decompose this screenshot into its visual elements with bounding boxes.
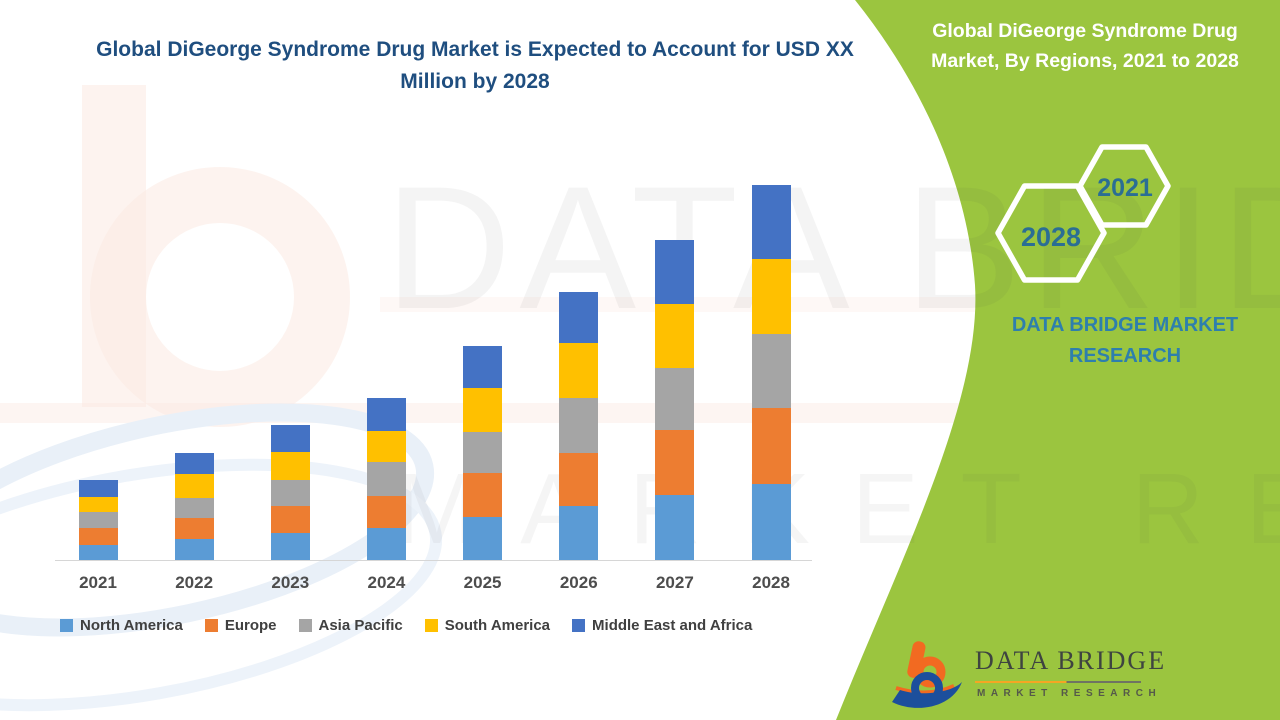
stacked-bar-2022 — [174, 453, 214, 560]
footer-logo-name: DATA BRIDGE — [975, 646, 1167, 675]
bar-segment-europe-2022 — [174, 518, 214, 539]
logo-orange-swoosh — [895, 684, 955, 695]
stacked-bar-2023 — [270, 425, 310, 560]
legend-swatch-icon — [298, 619, 312, 632]
footer-logo-subtitle: MARKET RESEARCH — [977, 688, 1162, 699]
bar-segment-asia-pacific-2028 — [751, 334, 791, 408]
bar-segment-europe-2025 — [463, 473, 503, 517]
bar-segment-north-america-2024 — [366, 528, 406, 560]
hexagon-2021 — [1077, 144, 1171, 228]
x-axis-label-2023: 2023 — [271, 573, 310, 592]
side-panel-title: Global DiGeorge Syndrome Drug Market, By… — [931, 20, 1239, 73]
hexagon-2021-label: 2021 — [1097, 174, 1153, 202]
bar-segment-europe-2027 — [655, 430, 695, 495]
hexagon-2028 — [995, 183, 1107, 283]
bar-segment-south-america-2021 — [78, 497, 118, 512]
footer-logo-rule — [975, 681, 1141, 683]
bar-segment-europe-2021 — [78, 528, 118, 545]
x-axis-label-2021: 2021 — [79, 573, 117, 592]
text-watermark-line2: MARKET RESEARCH — [395, 453, 1280, 565]
text-watermark-line1: DATA BRIDGE — [385, 151, 1280, 346]
bar-segment-middle-east-and-africa-2023 — [270, 425, 310, 452]
legend-item-south-america: South America — [424, 617, 551, 634]
stacked-bar-2024 — [366, 398, 406, 560]
stacked-bar-2028 — [751, 185, 791, 560]
stacked-bar-2025 — [463, 346, 503, 560]
legend-swatch-icon — [424, 619, 438, 632]
hexagon-2028-label: 2028 — [1020, 222, 1082, 252]
brand-text-line1: DATA BRIDGE MARKET — [1011, 314, 1239, 336]
watermark-b-bowl — [90, 167, 350, 427]
bar-segment-south-america-2026 — [559, 343, 599, 398]
bar-segment-south-america-2023 — [270, 452, 310, 480]
legend-label: Europe — [224, 617, 277, 634]
bar-segment-north-america-2025 — [463, 517, 503, 560]
legend-item-asia-pacific: Asia Pacific — [298, 617, 403, 634]
bar-segment-asia-pacific-2022 — [174, 498, 214, 518]
x-axis-line — [55, 560, 812, 561]
watermark-blue-arc-1 — [0, 403, 435, 637]
bar-segment-north-america-2026 — [559, 506, 599, 560]
bar-segment-middle-east-and-africa-2022 — [174, 453, 214, 474]
legend-swatch-icon — [60, 619, 73, 632]
bar-segment-middle-east-and-africa-2028 — [751, 185, 791, 259]
bar-segment-asia-pacific-2021 — [78, 512, 118, 528]
bar-segment-middle-east-and-africa-2026 — [559, 292, 599, 343]
logo-blue-swoosh — [892, 682, 962, 708]
chart-title: Global DiGeorge Syndrome Drug Market is … — [96, 38, 854, 93]
bar-segment-north-america-2022 — [174, 539, 214, 560]
legend-item-north-america: North America — [60, 617, 183, 634]
bar-segment-europe-2028 — [751, 408, 791, 484]
logo-mark — [892, 641, 962, 708]
bar-segment-middle-east-and-africa-2025 — [463, 346, 503, 388]
bar-segment-north-america-2023 — [270, 533, 310, 560]
stacked-bar-2027 — [655, 240, 695, 560]
legend-label: North America — [80, 617, 183, 634]
bar-segment-asia-pacific-2027 — [655, 368, 695, 430]
watermark-blue-arc-2 — [0, 458, 443, 712]
bar-segment-asia-pacific-2026 — [559, 398, 599, 453]
bar-segment-europe-2023 — [270, 506, 310, 533]
bar-segment-north-america-2021 — [78, 545, 118, 560]
x-axis-label-2028: 2028 — [752, 573, 790, 592]
stacked-bar-2021 — [78, 480, 118, 560]
green-panel-path — [836, 0, 1280, 720]
bar-segment-middle-east-and-africa-2027 — [655, 240, 695, 304]
bar-segment-asia-pacific-2023 — [270, 480, 310, 506]
bar-segment-south-america-2028 — [751, 259, 791, 334]
x-axis-label-2025: 2025 — [463, 573, 502, 592]
bar-segment-asia-pacific-2024 — [366, 462, 406, 496]
bar-segment-south-america-2027 — [655, 304, 695, 368]
bar-segment-south-america-2022 — [174, 474, 214, 498]
x-axis-label-2027: 2027 — [655, 573, 694, 592]
x-axis-label-2026: 2026 — [559, 573, 598, 592]
x-axis-label-2022: 2022 — [175, 573, 214, 592]
legend-swatch-icon — [204, 619, 218, 632]
logo-b-bowl — [914, 656, 946, 688]
bar-segment-north-america-2027 — [655, 495, 695, 560]
bar-segment-middle-east-and-africa-2024 — [366, 398, 406, 431]
chart-legend: North America Europe Asia Pacific South Ame… — [60, 617, 752, 634]
stacked-bar-2026 — [559, 292, 599, 560]
bar-segment-europe-2026 — [559, 453, 599, 506]
bar-segment-europe-2024 — [366, 496, 406, 528]
legend-label: Asia Pacific — [318, 617, 403, 634]
legend-swatch-icon — [572, 619, 586, 632]
brand-text-line2: RESEARCH — [1068, 345, 1182, 367]
x-axis-label-2024: 2024 — [367, 573, 406, 592]
bar-segment-south-america-2024 — [366, 431, 406, 462]
legend-item-middle-east-and-africa: Middle East and Africa — [572, 617, 752, 634]
legend-label: South America — [444, 617, 551, 634]
bar-segment-asia-pacific-2025 — [463, 432, 503, 473]
bar-segment-middle-east-and-africa-2021 — [78, 480, 118, 497]
bar-segment-south-america-2025 — [463, 388, 503, 432]
legend-item-europe: Europe — [204, 617, 277, 634]
bar-segment-north-america-2028 — [751, 484, 791, 560]
legend-label: Middle East and Africa — [592, 617, 753, 634]
